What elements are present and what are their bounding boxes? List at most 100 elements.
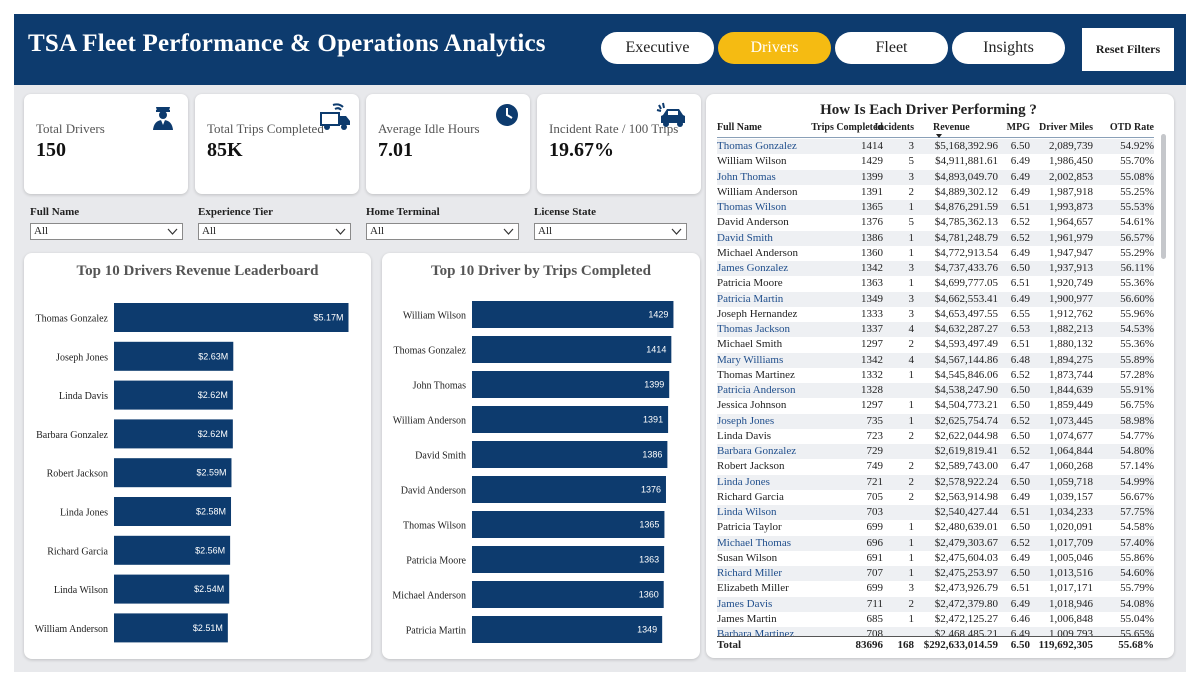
cell-otd-rate: 58.98%: [1120, 414, 1154, 427]
table-scrollbar[interactable]: [1161, 134, 1166, 259]
table-row[interactable]: William Wilson 1429 5 $4,911,881.61 6.49 1,98…: [717, 154, 1154, 169]
table-row[interactable]: Richard Garcia 705 2 $2,563,914.98 6.49 1,039…: [717, 490, 1154, 505]
cell-driver-miles: 1,034,233: [1049, 506, 1093, 518]
table-row[interactable]: Susan Wilson 691 1 $2,475,604.03 6.49 1,005,0…: [717, 551, 1154, 566]
bar[interactable]: [114, 574, 230, 604]
bar[interactable]: [472, 581, 664, 608]
cell-mpg: 6.51: [1010, 277, 1030, 290]
table-row[interactable]: Jessica Johnson 1297 1 $4,504,773.21 6.50 1,8…: [717, 398, 1154, 413]
cell-driver-miles: 1,894,275: [1049, 353, 1093, 366]
bar[interactable]: [472, 441, 668, 468]
cell-driver-miles: 1,039,157: [1049, 490, 1093, 503]
cell-trips: 1337: [861, 323, 883, 335]
bar[interactable]: [472, 546, 665, 573]
bar[interactable]: [472, 406, 669, 433]
bar[interactable]: [472, 476, 666, 503]
cell-trips: 685: [866, 612, 884, 625]
cell-mpg: 6.49: [1010, 292, 1030, 305]
table-row[interactable]: Thomas Martinez 1332 1 $4,545,846.06 6.52 1,8…: [717, 368, 1154, 383]
bar[interactable]: [114, 535, 231, 565]
column-header-incidents[interactable]: Incidents: [874, 122, 914, 133]
column-header-trips[interactable]: Trips Completed: [811, 122, 883, 133]
tab-fleet[interactable]: Fleet: [835, 32, 948, 64]
column-header-full-name[interactable]: Full Name: [717, 122, 762, 133]
table-row[interactable]: Patricia Moore 1363 1 $4,699,777.05 6.51 1,92…: [717, 276, 1154, 291]
table-row[interactable]: John Thomas 1399 3 $4,893,049.70 6.49 2,002,8…: [717, 169, 1154, 185]
table-row[interactable]: Linda Jones 721 2 $2,578,922.24 6.50 1,059,71…: [717, 474, 1154, 490]
cell-trips: 707: [866, 567, 884, 579]
bar[interactable]: [114, 380, 233, 410]
cell-driver-miles: 1,912,762: [1049, 307, 1093, 320]
trips-chart-panel: Top 10 Driver by Trips Completed William…: [382, 253, 700, 659]
tab-drivers[interactable]: Drivers: [718, 32, 831, 64]
cell-driver-miles: 1,947,947: [1049, 246, 1093, 259]
bar[interactable]: [472, 511, 665, 538]
cell-trips: 699: [866, 521, 884, 534]
cell-revenue: $4,876,291.59: [934, 201, 998, 213]
table-row[interactable]: Patricia Taylor 699 1 $2,480,639.01 6.50 1,02…: [717, 520, 1154, 535]
bar[interactable]: [472, 616, 663, 643]
table-row[interactable]: Joseph Hernandez 1333 3 $4,653,497.55 6.55 1,…: [717, 307, 1154, 322]
table-row[interactable]: Linda Wilson 703 $2,540,427.44 6.51 1,034,23…: [717, 505, 1154, 521]
bar[interactable]: [472, 371, 670, 398]
cell-trips: 1399: [861, 170, 883, 183]
table-row[interactable]: James Davis 711 2 $2,472,379.80 6.49 1,018,94…: [717, 596, 1154, 612]
filter-label: Home Terminal: [366, 206, 440, 218]
total-incidents: 168: [897, 639, 915, 651]
cell-otd-rate: 55.89%: [1120, 353, 1154, 366]
bar[interactable]: [472, 336, 672, 363]
full-name-select[interactable]: All: [30, 223, 183, 240]
tab-insights[interactable]: Insights: [952, 32, 1065, 64]
bar[interactable]: [114, 458, 232, 488]
column-header-otd-rate[interactable]: OTD Rate: [1109, 122, 1154, 133]
bar[interactable]: [114, 303, 349, 332]
cell-mpg: 6.50: [1010, 567, 1030, 579]
filter-label: Full Name: [30, 206, 80, 218]
table-row[interactable]: Patricia Martin 1349 3 $4,662,553.41 6.49 1,9…: [717, 291, 1154, 307]
chevron-down-icon: [503, 228, 514, 235]
table-row[interactable]: Joseph Jones 735 1 $2,625,754.74 6.52 1,073,4…: [717, 413, 1154, 429]
table-row[interactable]: William Anderson 1391 2 $4,889,302.12 6.49 1,…: [717, 185, 1154, 200]
cell-full-name: James Martin: [717, 612, 777, 625]
category-label: Thomas Wilson: [403, 521, 466, 532]
table-row[interactable]: Robert Jackson 749 2 $2,589,743.00 6.47 1,060…: [717, 459, 1154, 474]
table-row[interactable]: Barbara Martinez 708 $2,468,485.21 6.49 1,00…: [717, 627, 1154, 636]
cell-incidents: 1: [908, 231, 915, 244]
table-row[interactable]: Richard Miller 707 1 $2,475,253.97 6.50 1,013…: [717, 566, 1154, 582]
table-row[interactable]: David Smith 1386 1 $4,781,248.79 6.52 1,961,9…: [717, 230, 1154, 246]
table-body[interactable]: Thomas Gonzalez 1414 3 $5,168,392.96 6.50 2,0…: [717, 139, 1154, 636]
tab-executive[interactable]: Executive: [601, 32, 714, 64]
bar[interactable]: [472, 301, 674, 328]
home-terminal-select[interactable]: All: [366, 223, 519, 240]
cell-full-name: Patricia Taylor: [717, 521, 782, 534]
cell-revenue: $4,893,049.70: [934, 170, 998, 183]
table-row[interactable]: James Gonzalez 1342 3 $4,737,433.76 6.50 1,93…: [717, 261, 1154, 277]
bar[interactable]: [114, 613, 228, 643]
column-header-mpg[interactable]: MPG: [1006, 122, 1030, 133]
license-state-select[interactable]: All: [534, 223, 687, 240]
bar[interactable]: [114, 497, 232, 526]
table-row[interactable]: Thomas Wilson 1365 1 $4,876,291.59 6.51 1,993…: [717, 200, 1154, 216]
cell-driver-miles: 1,882,213: [1049, 323, 1093, 335]
column-header-revenue[interactable]: Revenue: [933, 122, 970, 138]
table-row[interactable]: Elizabeth Miller 699 3 $2,473,926.79 6.51 1,0…: [717, 581, 1154, 596]
bar[interactable]: [114, 341, 234, 371]
table-row[interactable]: Michael Thomas 696 1 $2,479,303.67 6.52 1,017…: [717, 535, 1154, 551]
reset-filters-button[interactable]: Reset Filters: [1082, 28, 1174, 71]
table-row[interactable]: Linda Davis 723 2 $2,622,044.98 6.50 1,074,67…: [717, 429, 1154, 444]
experience-tier-select[interactable]: All: [198, 223, 351, 240]
table-row[interactable]: Mary Williams 1342 4 $4,567,144.86 6.48 1,894…: [717, 352, 1154, 368]
table-row[interactable]: Thomas Gonzalez 1414 3 $5,168,392.96 6.50 2,0…: [717, 139, 1154, 155]
table-row[interactable]: David Anderson 1376 5 $4,785,362.13 6.52 1,96…: [717, 215, 1154, 230]
bar[interactable]: [114, 419, 233, 449]
table-row[interactable]: Michael Smith 1297 2 $4,593,497.49 6.51 1,880…: [717, 337, 1154, 352]
table-row[interactable]: Michael Anderson 1360 1 $4,772,913.54 6.49 1,…: [717, 246, 1154, 261]
cell-mpg: 6.51: [1010, 582, 1030, 595]
table-row[interactable]: James Martin 685 1 $2,472,125.27 6.46 1,006,8…: [717, 612, 1154, 627]
column-header-driver-miles[interactable]: Driver Miles: [1039, 122, 1093, 133]
cell-full-name: Thomas Wilson: [717, 201, 787, 213]
table-row[interactable]: Barbara Gonzalez 729 $2,619,819.41 6.52 1,06…: [717, 444, 1154, 460]
cell-revenue: $2,563,914.98: [934, 490, 998, 503]
table-row[interactable]: Patricia Anderson 1328 $4,538,247.90 6.50 1,…: [717, 383, 1154, 399]
table-row[interactable]: Thomas Jackson 1337 4 $4,632,287.27 6.53 1,88…: [717, 322, 1154, 338]
